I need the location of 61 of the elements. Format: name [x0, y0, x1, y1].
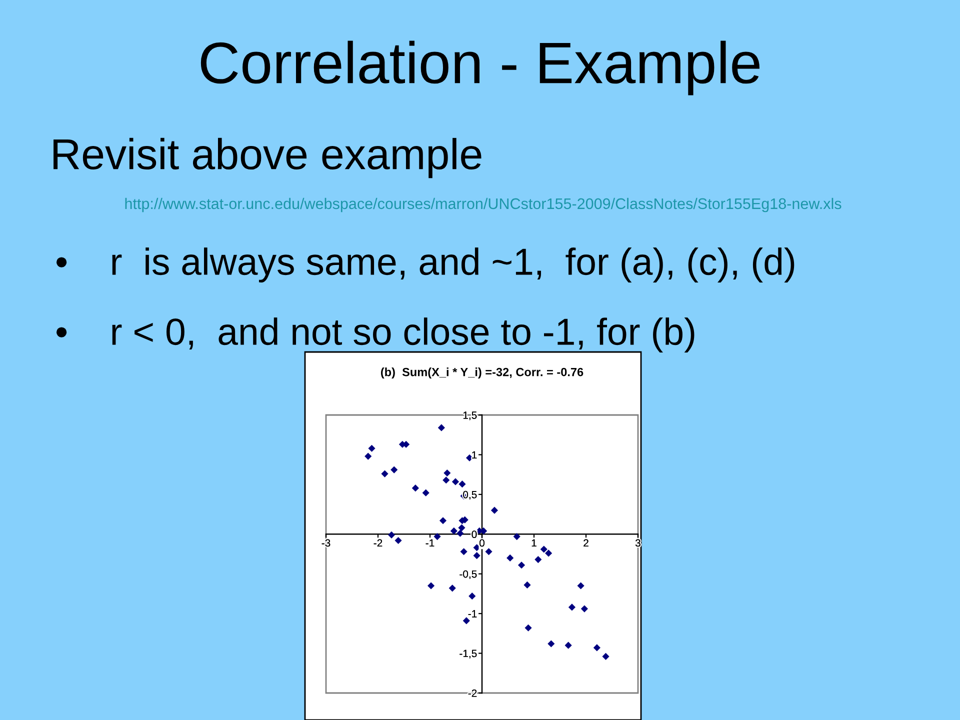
point [468, 592, 476, 600]
point [490, 506, 498, 514]
point [460, 548, 468, 556]
point [545, 550, 552, 557]
text: Correlation - Example [200, 40, 760, 96]
point [368, 444, 376, 452]
point [394, 536, 402, 544]
point [444, 469, 451, 477]
point [458, 480, 466, 488]
x-tick-label: 2 [584, 539, 588, 547]
point [412, 484, 419, 492]
x-tick-label: 0 [480, 539, 484, 547]
y-tick-label: -0,5 [460, 570, 477, 579]
point [428, 582, 435, 590]
point [564, 642, 572, 649]
point [390, 466, 398, 474]
point [439, 517, 447, 524]
point [388, 531, 396, 538]
point [577, 582, 584, 590]
point [450, 527, 458, 535]
point [524, 624, 532, 632]
y-tick-label: -1 [468, 610, 477, 618]
point [506, 554, 514, 562]
x-tick-label: 3 [636, 539, 640, 547]
point [580, 605, 588, 612]
point [364, 452, 372, 460]
point [381, 470, 388, 478]
point [602, 652, 610, 660]
point [593, 644, 600, 652]
point [434, 532, 441, 540]
point [485, 548, 492, 556]
point [534, 556, 542, 564]
x-tick-label: -1 [426, 539, 434, 547]
text: http://www.stat-or.unc.edu/webspace/courses/marron/UNCstor155-2009/ClassNotes/Stor155Eg18-new.xls [125, 198, 842, 212]
x-tick-label: -3 [322, 539, 330, 547]
point [458, 524, 466, 532]
y-tick-label: -2 [468, 690, 477, 697]
x-tick-label: -2 [374, 539, 382, 547]
point [548, 640, 555, 648]
point [473, 552, 480, 560]
point [524, 581, 531, 589]
point [540, 546, 548, 553]
point [568, 604, 576, 611]
point [518, 562, 526, 569]
point [462, 617, 470, 624]
point [513, 532, 520, 540]
text: Revisit above example [54, 138, 482, 178]
y-tick-label: 1,5 [463, 412, 477, 420]
x-tick-label: 1 [532, 539, 536, 547]
y-tick-label: -1,5 [460, 650, 477, 658]
point [456, 530, 464, 537]
point [452, 478, 460, 486]
text: • r is always same, and ~1, for (a), (c), (d) [56, 248, 794, 282]
y-tick-label: 1 [472, 451, 477, 458]
point [438, 424, 445, 432]
y-tick-label: 0 [472, 530, 477, 538]
point [448, 584, 456, 592]
point [442, 476, 450, 484]
point [422, 489, 430, 496]
text: • r < 0, and not so close to -1, for (b) [56, 318, 694, 352]
chart-title: (b) Sum(X_i * Y_i) =-32, Corr. = -0.76 [381, 368, 584, 379]
